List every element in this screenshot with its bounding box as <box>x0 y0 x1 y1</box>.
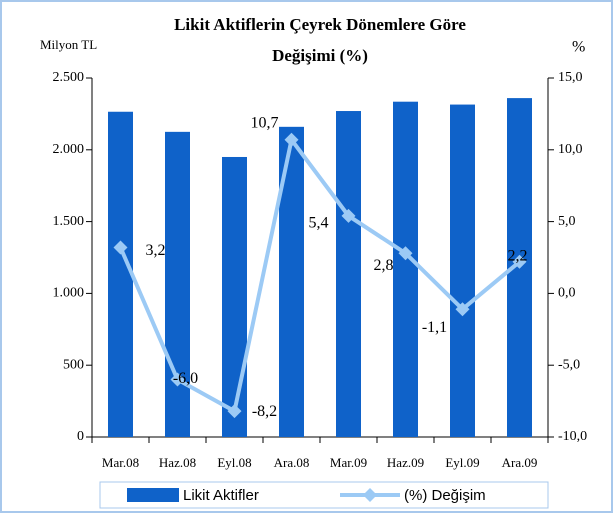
y-tick-label: 0 <box>77 429 84 444</box>
y2-tick-label: 10,0 <box>558 142 583 157</box>
y-tick-label: 2.000 <box>53 142 85 157</box>
x-tick-label: Ara.09 <box>502 455 538 470</box>
legend-swatch <box>127 488 179 502</box>
bar <box>165 131 190 437</box>
data-label: -1,1 <box>422 319 447 336</box>
legend-label: Likit Aktifler <box>183 487 259 504</box>
y-tick-label: 500 <box>63 357 84 372</box>
bar <box>222 156 247 438</box>
x-tick-label: Eyl.09 <box>445 455 479 470</box>
y2-tick-label: -5,0 <box>558 357 580 372</box>
y-tick-label: 2.500 <box>53 70 85 85</box>
y2-tick-label: 5,0 <box>558 214 576 229</box>
data-label: 5,4 <box>309 215 329 232</box>
y2-tick-label: 0,0 <box>558 286 576 301</box>
line <box>118 135 521 415</box>
chart-title: Değişimi (%) <box>272 46 368 65</box>
bar <box>393 101 418 437</box>
x-tick-label: Haz.09 <box>387 455 424 470</box>
data-label: -6,0 <box>173 370 198 387</box>
data-label: 3,2 <box>146 242 166 259</box>
bar <box>336 111 361 437</box>
bar <box>108 111 133 437</box>
chart-title: Likit Aktiflerin Çeyrek Dönemlere Göre <box>174 15 466 34</box>
legend-swatch <box>363 488 377 502</box>
y-axis-label: Milyon TL <box>40 37 97 52</box>
point <box>512 254 527 269</box>
legend-label: (%) Değişim <box>404 487 486 504</box>
point <box>227 404 242 419</box>
x-tick-label: Haz.08 <box>159 455 196 470</box>
point <box>398 246 413 261</box>
x-tick-label: Eyl.08 <box>217 455 251 470</box>
bar <box>450 104 475 437</box>
data-label: 10,7 <box>251 114 279 131</box>
data-label: 2,8 <box>374 257 394 274</box>
point <box>170 372 185 387</box>
y-tick-label: 1.000 <box>53 286 85 301</box>
y-tick-label: 1.500 <box>53 214 85 229</box>
point <box>341 208 356 223</box>
y2-tick-label: 15,0 <box>558 70 583 85</box>
point <box>113 240 128 255</box>
x-tick-label: Mar.09 <box>330 455 367 470</box>
data-label: 2,2 <box>508 247 528 264</box>
data-label: -8,2 <box>252 403 277 420</box>
x-tick-label: Mar.08 <box>102 455 139 470</box>
x-tick-label: Ara.08 <box>274 455 310 470</box>
point <box>284 132 299 147</box>
y2-tick-label: -10,0 <box>558 429 587 444</box>
y2-axis-label: % <box>572 39 585 56</box>
point <box>455 302 470 317</box>
